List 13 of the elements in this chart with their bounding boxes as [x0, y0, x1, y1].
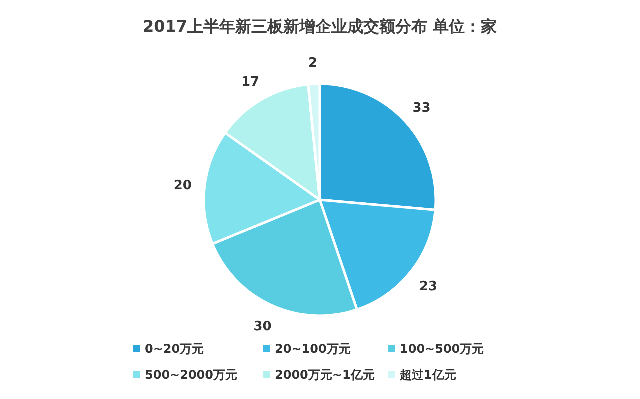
legend-label: 20~100万元	[275, 342, 351, 356]
legend-label: 超过1亿元	[399, 368, 456, 382]
data-label: 30	[254, 320, 272, 335]
data-label: 2	[308, 56, 318, 72]
data-label: 33	[412, 100, 431, 116]
chart-title: 2017上半年新三板新增企业成交额分布 单位：家	[142, 17, 498, 36]
legend-label: 500~2000万元	[145, 368, 238, 382]
legend-label: 0~20万元	[145, 342, 204, 356]
data-label: 23	[419, 279, 438, 294]
legend-label: 100~500万元	[400, 342, 484, 356]
data-label: 17	[241, 74, 260, 90]
data-label: 20	[174, 178, 192, 194]
legend-label: 2000万元~1亿元	[275, 368, 375, 382]
